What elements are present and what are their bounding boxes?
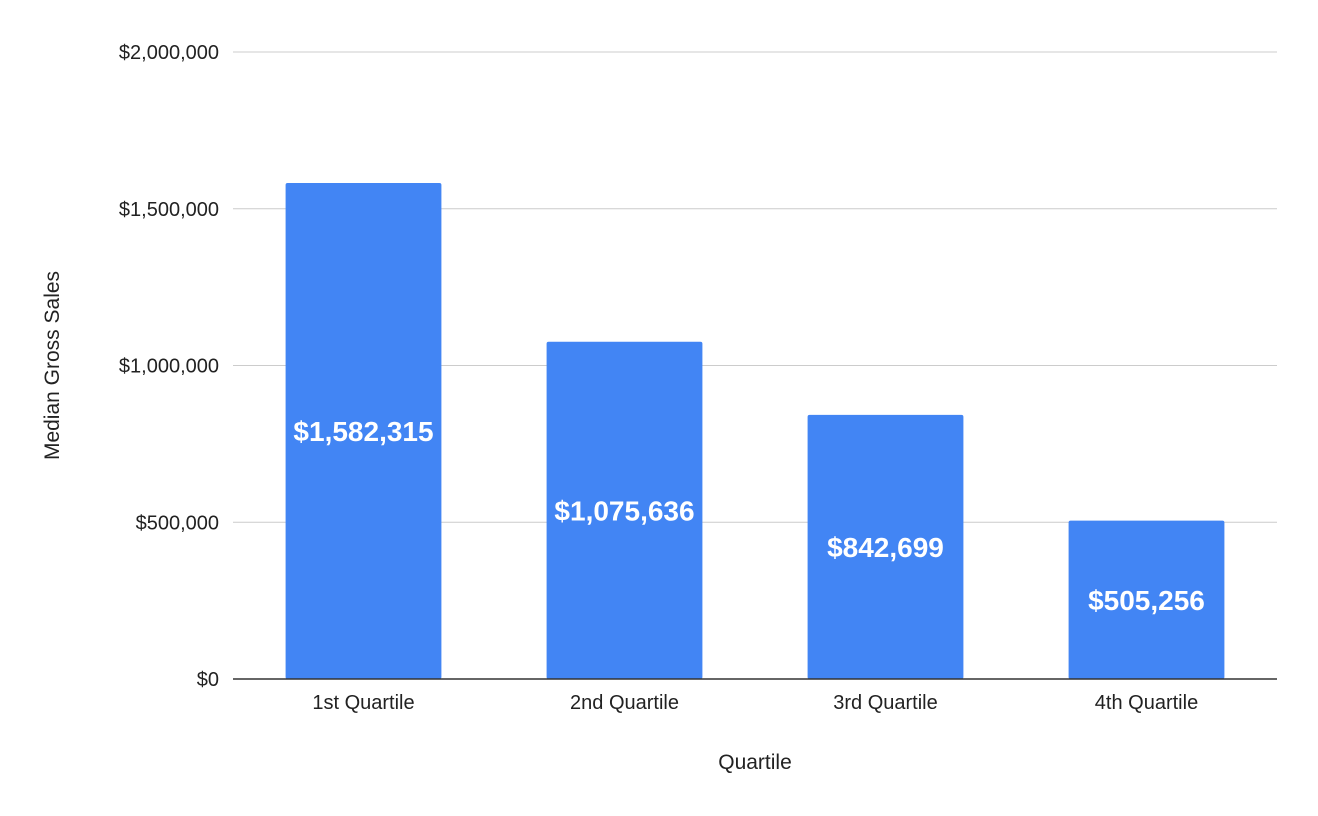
- x-tick-label: 1st Quartile: [312, 692, 414, 714]
- bars: [285, 182, 1225, 679]
- y-tick-label: $2,000,000: [119, 42, 219, 64]
- bar: [546, 341, 703, 679]
- data-label: $1,075,636: [554, 495, 694, 526]
- x-tick-label: 2nd Quartile: [570, 692, 679, 714]
- x-axis-title: Quartile: [718, 751, 792, 774]
- y-tick-label: $1,000,000: [119, 356, 219, 378]
- data-label: $505,256: [1088, 585, 1205, 616]
- data-label: $1,582,315: [293, 416, 433, 447]
- bar: [1068, 520, 1225, 679]
- x-tick-label: 4th Quartile: [1095, 692, 1198, 714]
- x-tick-label: 3rd Quartile: [833, 692, 938, 714]
- y-tick-label: $500,000: [136, 512, 219, 534]
- bar: [285, 182, 442, 679]
- x-tick-labels: 1st Quartile 2nd Quartile 3rd Quartile 4th …: [312, 692, 1198, 714]
- y-tick-label: $0: [197, 669, 219, 691]
- data-labels: $1,582,315 $1,075,636 $842,699 $505,256: [293, 416, 1204, 616]
- data-label: $842,699: [827, 532, 944, 563]
- bar: [807, 414, 964, 679]
- y-tick-labels: $0 $500,000 $1,000,000 $1,500,000 $2,000,000: [119, 42, 219, 691]
- y-tick-label: $1,500,000: [119, 199, 219, 221]
- y-axis-title: Median Gross Sales: [41, 271, 64, 460]
